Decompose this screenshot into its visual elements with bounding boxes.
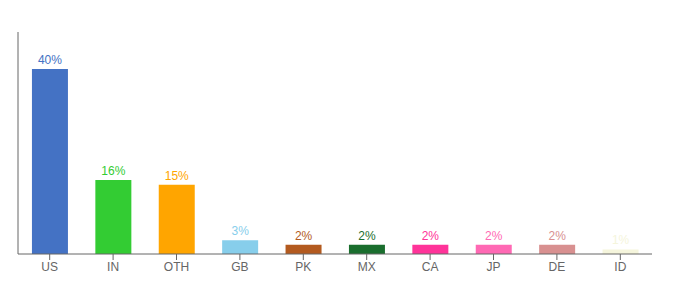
svg-text:2%: 2% xyxy=(358,229,376,243)
svg-text:PK: PK xyxy=(295,260,311,274)
svg-text:1%: 1% xyxy=(612,233,630,247)
svg-text:40%: 40% xyxy=(38,53,62,67)
svg-text:MX: MX xyxy=(358,260,376,274)
svg-text:15%: 15% xyxy=(165,169,189,183)
svg-text:2%: 2% xyxy=(485,229,503,243)
svg-text:CA: CA xyxy=(422,260,439,274)
svg-text:GB: GB xyxy=(231,260,248,274)
svg-text:2%: 2% xyxy=(295,229,313,243)
svg-text:DE: DE xyxy=(549,260,566,274)
svg-text:JP: JP xyxy=(486,260,500,274)
svg-text:US: US xyxy=(41,260,58,274)
svg-text:16%: 16% xyxy=(101,164,125,178)
svg-text:IN: IN xyxy=(107,260,119,274)
svg-text:3%: 3% xyxy=(231,224,249,238)
svg-text:2%: 2% xyxy=(548,229,566,243)
svg-text:OTH: OTH xyxy=(164,260,189,274)
svg-text:ID: ID xyxy=(614,260,626,274)
svg-text:2%: 2% xyxy=(422,229,440,243)
